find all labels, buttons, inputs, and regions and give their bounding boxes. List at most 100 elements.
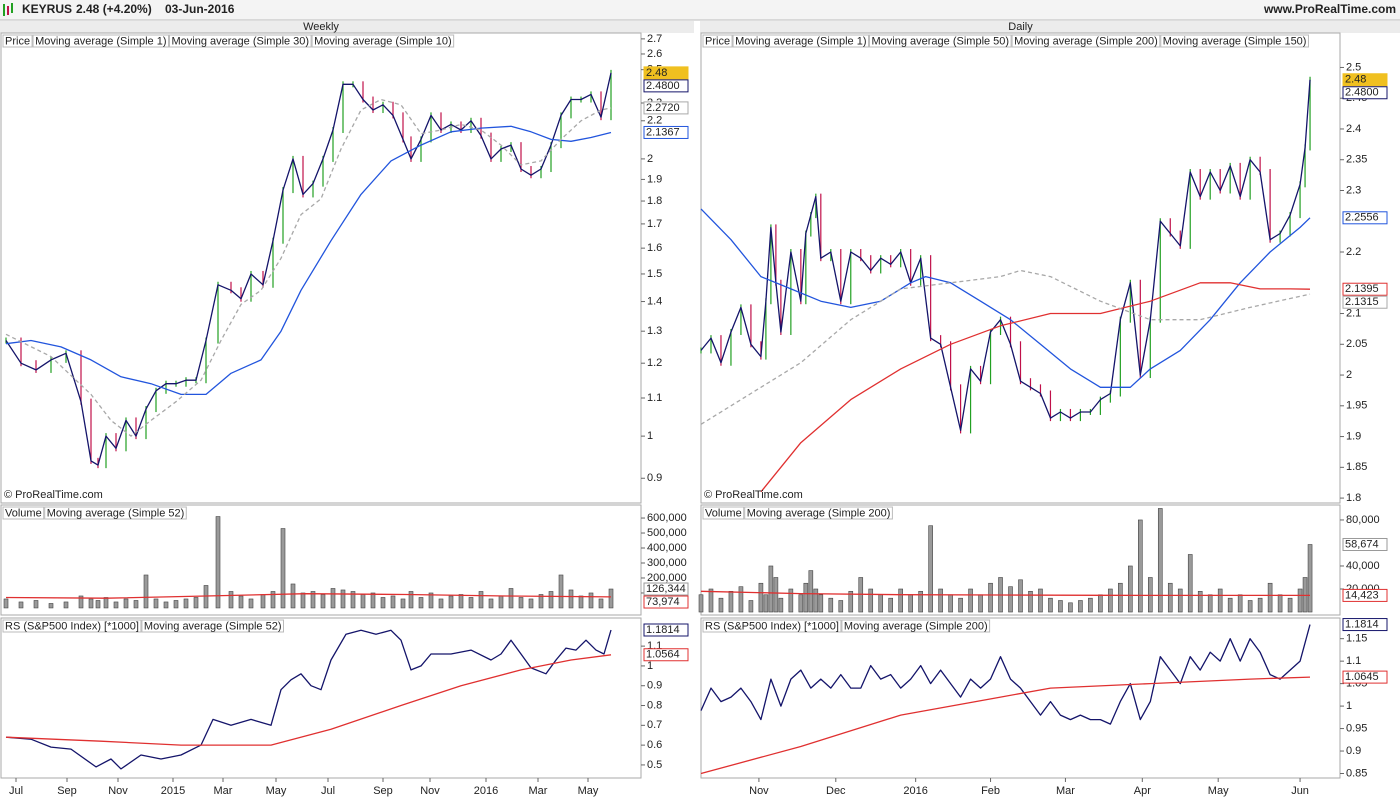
volume-bar xyxy=(468,597,474,609)
volume-bar xyxy=(1302,577,1308,613)
volume-bar xyxy=(968,588,973,613)
last-value-label: 73,974 xyxy=(646,596,680,608)
volume-bar xyxy=(18,601,24,609)
y-tick-label: 1.9 xyxy=(647,173,662,185)
volume-bar xyxy=(598,598,604,609)
volume-bar xyxy=(1187,554,1193,613)
panel-title: Weekly xyxy=(303,21,339,33)
volume-bar xyxy=(370,592,376,609)
volume-bar xyxy=(1138,519,1143,613)
last-value-badge xyxy=(1342,295,1388,309)
last-value-badge xyxy=(1342,73,1388,87)
volume-bar xyxy=(738,586,744,613)
last-value-label: 14,423 xyxy=(1345,589,1379,601)
line xyxy=(5,593,612,599)
volume-bar xyxy=(838,600,844,613)
y-tick-label: 2.5 xyxy=(1346,61,1361,73)
legend-entry: Moving average (Simple 1) xyxy=(35,35,166,47)
last-value-label: 2.4800 xyxy=(646,80,680,92)
volume-bar xyxy=(928,525,933,613)
line xyxy=(700,79,1311,432)
last-value-label: 2.4800 xyxy=(1345,87,1379,99)
legend-entry: RS (S&P500 Index) [*1000] xyxy=(705,620,839,632)
volume-bar xyxy=(763,594,769,613)
y-tick-label: 80,000 xyxy=(1346,514,1380,526)
header-bar xyxy=(0,0,1400,20)
y-tick-label: 500,000 xyxy=(647,527,687,539)
y-tick-label: 1.1 xyxy=(1346,655,1361,667)
volume-bar xyxy=(1227,597,1233,613)
volume-bar xyxy=(958,597,963,613)
legend-box xyxy=(702,506,745,520)
x-tick-label: Mar xyxy=(529,785,548,797)
volume-bar xyxy=(173,600,179,609)
volume-bar xyxy=(1098,594,1103,613)
last-value-badge xyxy=(643,79,689,93)
volume-bar xyxy=(948,594,953,613)
legend-entry: Moving average (Simple 50) xyxy=(872,35,1010,47)
site: www.ProRealTime.com xyxy=(1263,2,1396,16)
y-tick-label: 600,000 xyxy=(647,512,687,524)
last-value-badge xyxy=(643,101,689,115)
volume-bar xyxy=(310,591,316,609)
x-tick-label: 2016 xyxy=(474,785,498,797)
last-value-badge xyxy=(643,125,689,139)
last-value-label: 1.0564 xyxy=(646,649,680,661)
volume-bar xyxy=(868,588,874,613)
legend-box xyxy=(44,506,187,520)
volume-bar xyxy=(48,603,54,609)
volume-bar xyxy=(1078,600,1083,613)
y-tick-label: 0.9 xyxy=(647,472,662,484)
x-tick-label: Nov xyxy=(420,785,440,797)
volume-bar xyxy=(1128,565,1133,613)
volume-bar xyxy=(290,583,296,609)
last-value-badge xyxy=(1342,670,1388,684)
legend-entry: Moving average (Simple 200) xyxy=(747,507,891,519)
volume-bar xyxy=(215,516,221,609)
volume-bar xyxy=(228,591,234,609)
y-tick-label: 1.3 xyxy=(647,325,662,337)
volume-bar xyxy=(898,588,903,613)
legend-box xyxy=(311,34,455,48)
y-tick-label: 0.9 xyxy=(647,680,662,692)
last-value-label: 2.48 xyxy=(1345,74,1366,86)
y-tick-label: 2.4 xyxy=(1346,123,1361,135)
volume-bar xyxy=(123,598,129,609)
volume-bar xyxy=(818,594,824,613)
quote: 2.48 (+4.20%) xyxy=(76,2,152,16)
volume-bar xyxy=(478,591,484,609)
volume-bar xyxy=(538,594,544,609)
pane-frame xyxy=(0,32,642,504)
volume-bar xyxy=(248,598,254,609)
last-value-label: 2.48 xyxy=(646,67,667,79)
volume-bar xyxy=(78,595,84,609)
last-value-badge xyxy=(1342,537,1388,551)
legend-entry: Moving average (Simple 1) xyxy=(735,35,866,47)
y-tick-label: 0.85 xyxy=(1346,767,1367,779)
y-tick-label: 1.5 xyxy=(647,268,662,280)
volume-bar xyxy=(708,588,714,613)
volume-bar xyxy=(1068,602,1073,613)
volume-bar xyxy=(1247,600,1253,613)
last-value-label: 2.1395 xyxy=(1345,283,1379,295)
volume-bar xyxy=(1257,597,1263,613)
line xyxy=(5,125,612,396)
volume-bar xyxy=(758,582,764,613)
volume-bar xyxy=(330,588,336,609)
volume-bar xyxy=(508,588,514,609)
volume-bar xyxy=(458,594,464,609)
y-tick-label: 2.7 xyxy=(647,33,662,45)
volume-bar xyxy=(988,582,993,613)
x-tick-label: Mar xyxy=(1056,785,1075,797)
last-value-badge xyxy=(1342,86,1388,100)
volume-bar xyxy=(153,598,159,609)
volume-bar xyxy=(380,597,386,609)
volume-bar xyxy=(1157,508,1163,613)
pane: 0.850.90.9511.051.11.15NovDec2016FebMarA… xyxy=(700,617,1388,797)
last-value-label: 58,674 xyxy=(1345,538,1379,550)
last-value-label: 126,344 xyxy=(646,583,686,595)
legend-entry: Moving average (Simple 200) xyxy=(844,620,988,632)
volume-bar xyxy=(908,594,913,613)
